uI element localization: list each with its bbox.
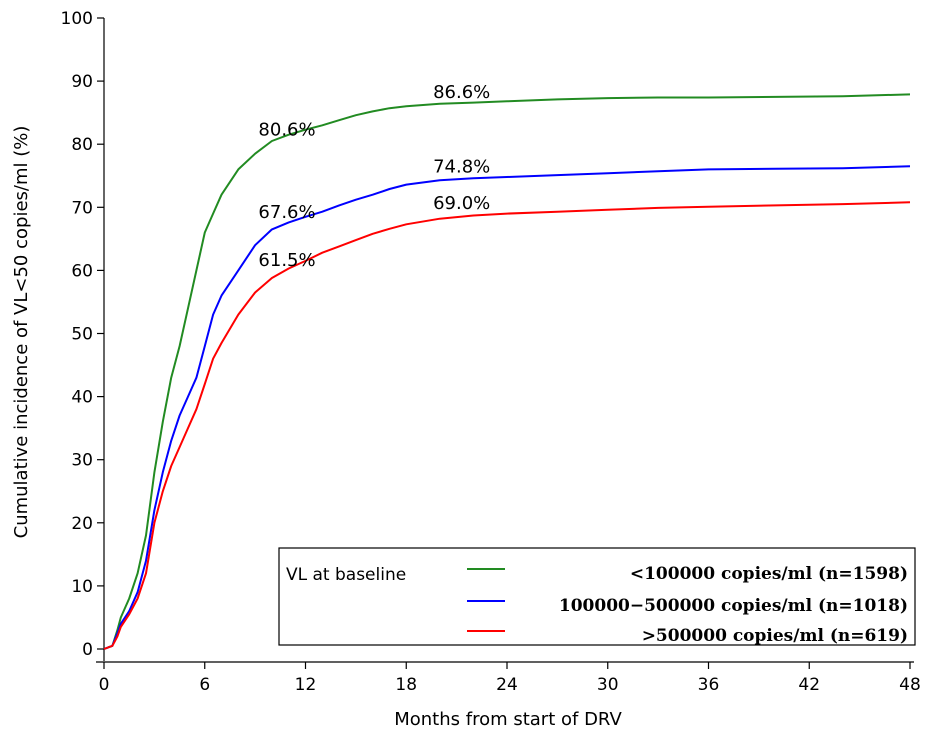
data-label: 69.0% — [433, 193, 490, 214]
x-axis-title: Months from start of DRV — [394, 709, 622, 730]
series-line-1 — [103, 93, 911, 650]
y-tick-label: 0 — [82, 640, 93, 660]
y-tick-label: 50 — [71, 325, 93, 345]
y-tick-label: 10 — [71, 577, 93, 597]
x-tick-label: 18 — [395, 675, 417, 695]
legend-title: VL at baseline — [286, 565, 406, 585]
annotation-layer: 80.6% 86.6% 67.6% 74.8% 61.5% 69.0% — [258, 82, 490, 271]
y-tick-label: 90 — [71, 72, 93, 92]
x-tick-label: 6 — [199, 675, 210, 695]
legend: VL at baseline <100000 copies/ml (n=1598… — [278, 547, 916, 646]
y-tick-label: 40 — [71, 388, 93, 408]
x-tick-label: 12 — [295, 675, 317, 695]
series-line-2 — [103, 165, 911, 650]
data-label: 67.6% — [258, 202, 315, 223]
data-label: 74.8% — [433, 157, 490, 178]
x-tick-label: 24 — [496, 675, 518, 695]
y-tick-label: 30 — [71, 451, 93, 471]
axes: 0 10 20 30 40 50 60 70 80 90 100 0 6 12 18 24 30 36 42 48 — [61, 9, 921, 695]
legend-label-1: <100000 copies/ml (n=1598) — [630, 564, 908, 584]
y-axis-title: Cumulative incidence of VL<50 copies/ml … — [11, 126, 32, 539]
data-label: 80.6% — [258, 119, 315, 140]
data-label: 86.6% — [433, 82, 490, 103]
x-tick-label: 42 — [798, 675, 820, 695]
series-layer — [103, 93, 911, 650]
legend-box — [278, 547, 916, 646]
x-tick-label: 36 — [698, 675, 720, 695]
legend-label-3: >500000 copies/ml (n=619) — [642, 626, 908, 646]
data-label: 61.5% — [258, 250, 315, 271]
y-tick-label: 20 — [71, 514, 93, 534]
y-tick-label: 70 — [71, 198, 93, 218]
y-tick-label: 80 — [71, 135, 93, 155]
x-tick-label: 48 — [899, 675, 921, 695]
y-tick-label: 60 — [71, 261, 93, 281]
legend-label-2: 100000−500000 copies/ml (n=1018) — [559, 596, 908, 616]
series-line-3 — [103, 201, 911, 650]
x-tick-label: 30 — [597, 675, 619, 695]
y-tick-label: 100 — [61, 9, 93, 29]
x-tick-label: 0 — [99, 675, 110, 695]
